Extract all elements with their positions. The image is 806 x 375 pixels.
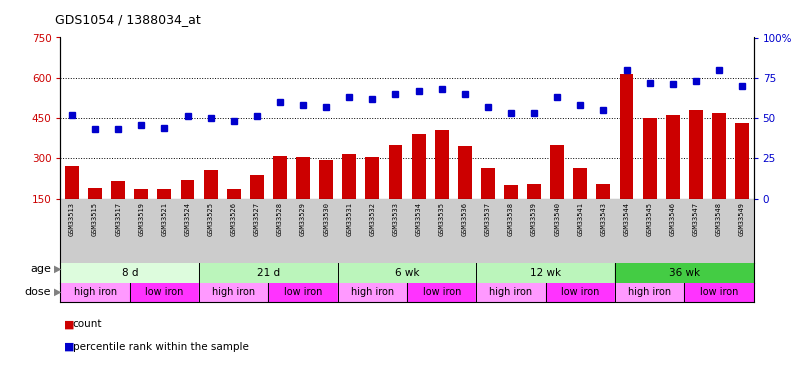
Text: GSM33517: GSM33517 [115, 202, 121, 236]
Text: GSM33521: GSM33521 [161, 202, 168, 236]
Bar [157, 189, 172, 239]
Bar [88, 188, 102, 239]
Text: low iron: low iron [145, 287, 184, 297]
Bar [684, 282, 754, 302]
Bar [268, 282, 338, 302]
Text: ▶: ▶ [54, 287, 61, 297]
Text: GSM33547: GSM33547 [693, 202, 699, 236]
Text: GSM33524: GSM33524 [185, 202, 190, 236]
Text: 36 wk: 36 wk [669, 268, 700, 278]
Bar [412, 134, 426, 239]
Text: GSM33530: GSM33530 [323, 202, 329, 236]
Bar [458, 146, 472, 239]
Text: high iron: high iron [489, 287, 533, 297]
Text: GSM33541: GSM33541 [577, 202, 584, 236]
Text: GSM33527: GSM33527 [254, 202, 260, 236]
Text: GSM33525: GSM33525 [208, 202, 214, 236]
Text: 21 d: 21 d [257, 268, 280, 278]
Text: GSM33544: GSM33544 [624, 202, 629, 236]
Text: GSM33549: GSM33549 [739, 202, 745, 236]
Bar [338, 282, 407, 302]
Bar [666, 116, 679, 239]
Bar [620, 74, 634, 239]
Bar [573, 168, 588, 239]
Text: low iron: low iron [561, 287, 600, 297]
Bar [226, 189, 241, 239]
Text: GSM33531: GSM33531 [347, 202, 352, 236]
Bar [434, 130, 449, 239]
Bar [319, 160, 333, 239]
Text: dose: dose [24, 287, 51, 297]
Bar [596, 184, 610, 239]
Text: GSM33513: GSM33513 [69, 202, 75, 236]
Bar [181, 180, 194, 239]
Text: GSM33540: GSM33540 [555, 202, 560, 236]
Bar [130, 282, 199, 302]
Text: GSM33533: GSM33533 [393, 202, 398, 236]
Text: GDS1054 / 1388034_at: GDS1054 / 1388034_at [55, 13, 201, 26]
Bar [135, 189, 148, 239]
Text: GSM33534: GSM33534 [416, 202, 422, 236]
Bar [199, 263, 338, 282]
Bar [615, 282, 684, 302]
Bar [204, 171, 218, 239]
Text: GSM33532: GSM33532 [369, 202, 376, 236]
Text: GSM33519: GSM33519 [139, 202, 144, 236]
Text: 6 wk: 6 wk [395, 268, 419, 278]
Bar [365, 157, 380, 239]
Text: 12 wk: 12 wk [530, 268, 561, 278]
Bar [615, 263, 754, 282]
Text: GSM33535: GSM33535 [438, 202, 445, 236]
Bar [642, 118, 657, 239]
Bar [343, 154, 356, 239]
Text: GSM33529: GSM33529 [300, 202, 306, 236]
Text: low iron: low iron [700, 287, 738, 297]
Bar [250, 174, 264, 239]
Bar [338, 263, 476, 282]
Text: ▶: ▶ [54, 264, 61, 274]
Text: GSM33538: GSM33538 [508, 202, 514, 236]
Text: percentile rank within the sample: percentile rank within the sample [73, 342, 248, 352]
Bar [296, 157, 310, 239]
Bar [504, 185, 518, 239]
Bar [476, 282, 546, 302]
Text: GSM33528: GSM33528 [277, 202, 283, 236]
Bar [735, 123, 749, 239]
Text: GSM33548: GSM33548 [716, 202, 722, 236]
Text: age: age [30, 264, 51, 274]
Text: GSM33526: GSM33526 [231, 202, 237, 236]
Bar [388, 145, 402, 239]
Text: GSM33537: GSM33537 [485, 202, 491, 236]
Bar [60, 282, 130, 302]
Text: ■: ■ [64, 320, 75, 329]
Text: high iron: high iron [628, 287, 671, 297]
Text: GSM33539: GSM33539 [531, 202, 537, 236]
Text: count: count [73, 320, 102, 329]
Bar [60, 263, 199, 282]
Bar [481, 168, 495, 239]
Text: GSM33543: GSM33543 [600, 202, 606, 236]
Text: low iron: low iron [422, 287, 461, 297]
Bar [407, 282, 476, 302]
Bar [65, 166, 79, 239]
Bar [527, 184, 541, 239]
Bar [476, 263, 615, 282]
Text: low iron: low iron [284, 287, 322, 297]
Bar [550, 145, 564, 239]
Text: high iron: high iron [212, 287, 256, 297]
Text: high iron: high iron [351, 287, 394, 297]
Text: ■: ■ [64, 342, 75, 352]
Bar [273, 156, 287, 239]
Bar [712, 113, 726, 239]
Bar [111, 181, 125, 239]
Text: high iron: high iron [73, 287, 117, 297]
Text: 8 d: 8 d [122, 268, 138, 278]
Bar [689, 110, 703, 239]
Bar [199, 282, 268, 302]
Text: GSM33536: GSM33536 [462, 202, 467, 236]
Text: GSM33545: GSM33545 [646, 202, 653, 236]
Text: GSM33515: GSM33515 [92, 202, 98, 236]
Text: GSM33546: GSM33546 [670, 202, 675, 236]
Bar [546, 282, 615, 302]
